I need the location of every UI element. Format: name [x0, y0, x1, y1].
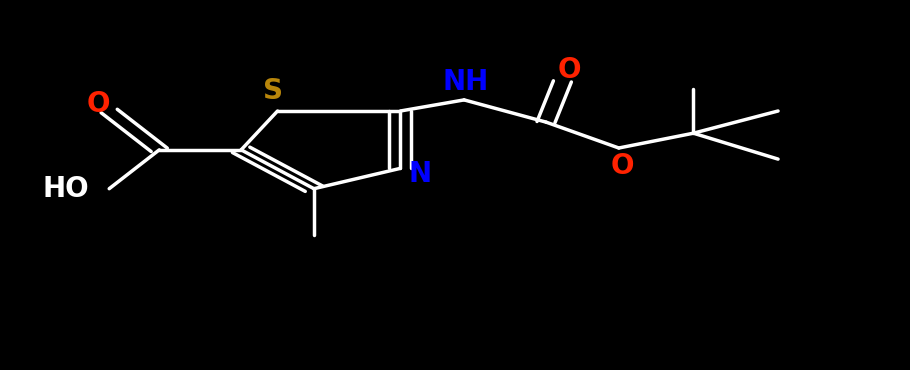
Text: HO: HO: [42, 175, 89, 203]
Text: O: O: [86, 90, 110, 118]
Text: N: N: [409, 160, 432, 188]
Text: O: O: [558, 56, 581, 84]
Text: NH: NH: [443, 68, 489, 96]
Text: O: O: [611, 152, 634, 180]
Text: S: S: [263, 77, 283, 105]
